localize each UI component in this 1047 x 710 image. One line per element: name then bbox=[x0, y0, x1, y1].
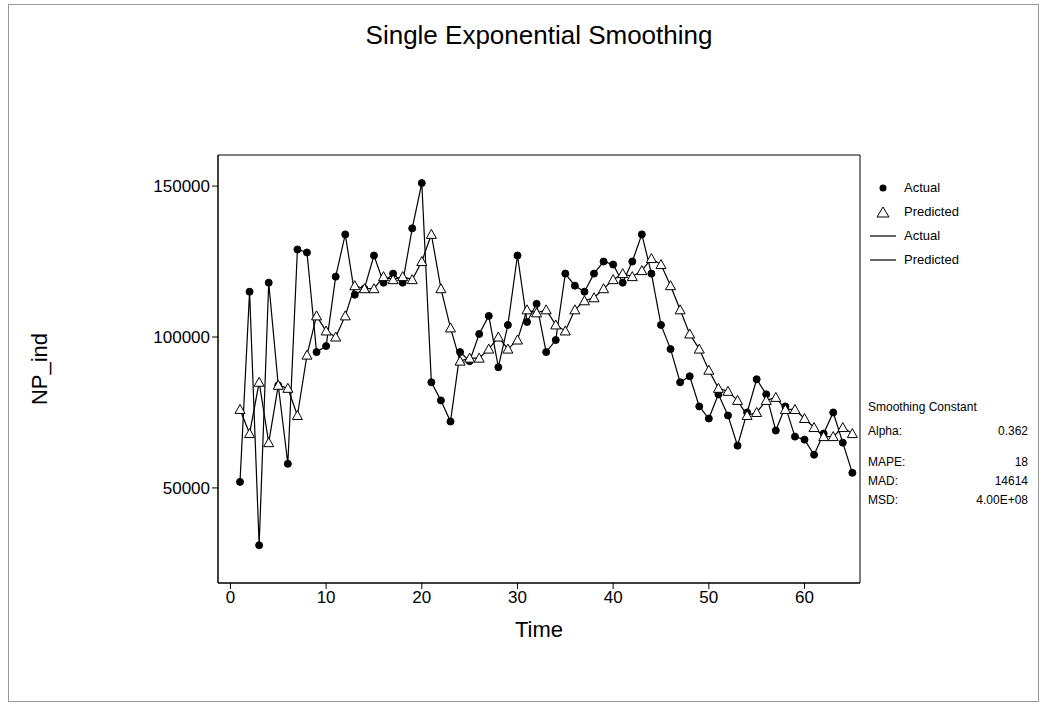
svg-text:100000: 100000 bbox=[153, 328, 210, 347]
html-text:NP_ind: NP_ind bbox=[27, 332, 52, 406]
svg-text:20: 20 bbox=[412, 588, 431, 607]
html-text:14614: 14614 bbox=[994, 474, 1028, 488]
html-text:Predicted: Predicted bbox=[904, 252, 959, 267]
html-text:Smoothing Constant: Smoothing Constant bbox=[868, 400, 977, 414]
html-text:Actual: Actual bbox=[904, 180, 941, 195]
html-text:Single Exponential Smoothing: Single Exponential Smoothing bbox=[365, 20, 713, 50]
html-text:Actual: Actual bbox=[904, 228, 941, 243]
html-text:MAPE:: MAPE: bbox=[868, 455, 906, 469]
svg-text:50000: 50000 bbox=[163, 479, 210, 498]
html-text:MSD:: MSD: bbox=[868, 493, 898, 507]
html-text:Alpha:: Alpha: bbox=[868, 424, 902, 438]
svg-text:0: 0 bbox=[226, 588, 235, 607]
svg-text:10: 10 bbox=[317, 588, 336, 607]
html-text:18: 18 bbox=[1014, 455, 1028, 469]
html-text:Predicted: Predicted bbox=[904, 204, 959, 219]
svg-text:60: 60 bbox=[795, 588, 814, 607]
html-text:0.362: 0.362 bbox=[998, 424, 1028, 438]
html-text:4.00E+08: 4.00E+08 bbox=[976, 493, 1028, 507]
svg-text:50: 50 bbox=[699, 588, 718, 607]
svg-text:150000: 150000 bbox=[153, 177, 210, 196]
svg-text:40: 40 bbox=[604, 588, 623, 607]
html-text:MAD:: MAD: bbox=[868, 474, 898, 488]
svg-text:30: 30 bbox=[508, 588, 527, 607]
html-text:Time: Time bbox=[515, 617, 563, 642]
